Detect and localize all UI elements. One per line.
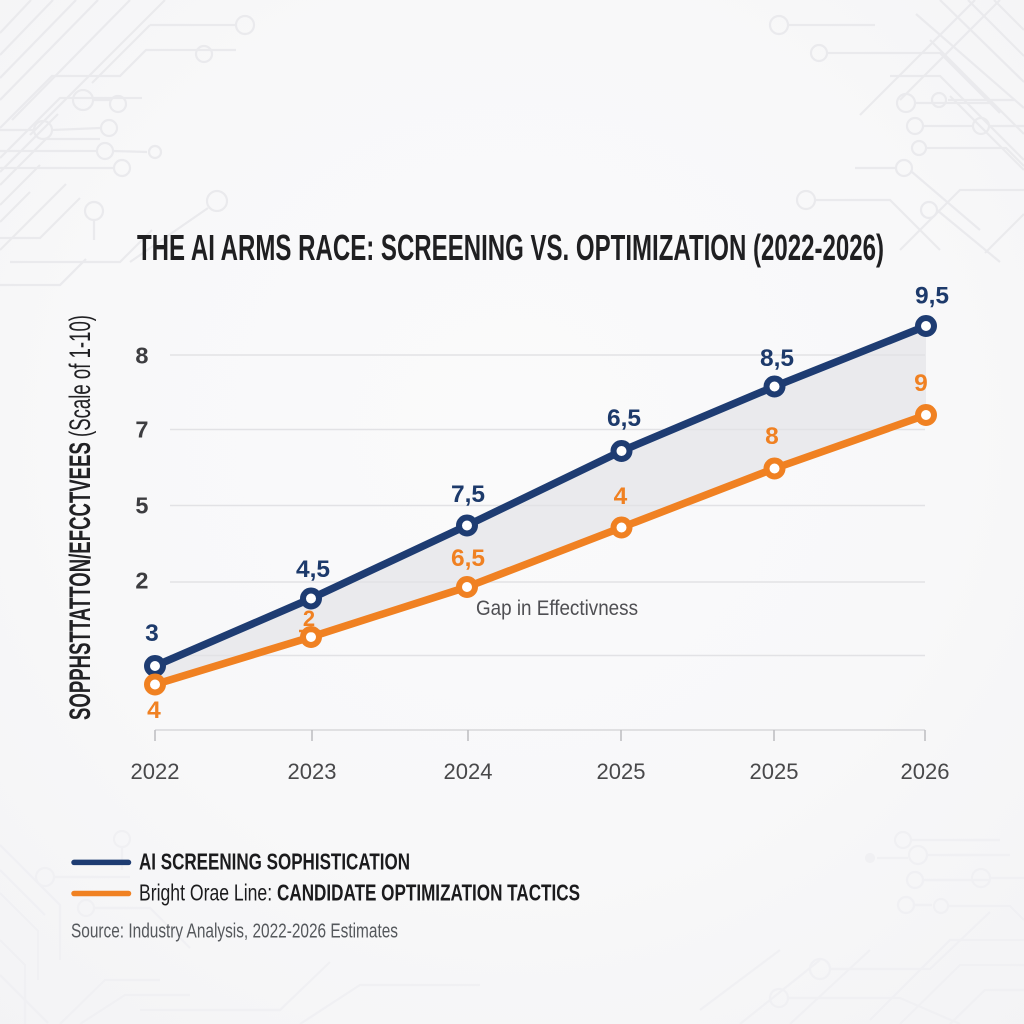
svg-text:2024: 2024 (444, 759, 493, 784)
svg-text:8: 8 (765, 423, 779, 450)
svg-text:9,5: 9,5 (915, 283, 949, 310)
svg-text:2023: 2023 (288, 759, 337, 784)
svg-text:AI SCREENING SOPHISTICATION: AI SCREENING SOPHISTICATION (139, 849, 410, 875)
svg-text:8,5: 8,5 (760, 345, 794, 372)
svg-text:5: 5 (135, 493, 148, 519)
svg-text:Bright Orae Line: CANDIDATE OP: Bright Orae Line: CANDIDATE OPTIMIZATION… (139, 880, 580, 906)
svg-text:6,5: 6,5 (451, 545, 485, 572)
svg-text:2: 2 (303, 606, 315, 631)
svg-text:2022: 2022 (131, 759, 180, 784)
svg-text:SOPPHSTTATTON/EFCCTVEES (Scale: SOPPHSTTATTON/EFCCTVEES (Scale of 1-10) (64, 315, 97, 720)
svg-text:3: 3 (145, 620, 159, 647)
svg-text:9: 9 (914, 370, 928, 397)
svg-text:2025: 2025 (597, 759, 646, 784)
svg-text:Source: Industry Analysis, 202: Source: Industry Analysis, 2022-2026 Est… (71, 921, 398, 943)
svg-text:7: 7 (135, 417, 148, 443)
svg-text:2026: 2026 (901, 759, 950, 784)
svg-text:Gap in Effectivness: Gap in Effectivness (476, 597, 638, 620)
svg-text:2: 2 (135, 568, 148, 594)
svg-text:4,5: 4,5 (296, 556, 330, 583)
svg-text:THE AI ARMS RACE: SCREENING VS: THE AI ARMS RACE: SCREENING VS. OPTIMIZA… (137, 227, 884, 268)
svg-text:4: 4 (614, 483, 628, 510)
svg-text:2025: 2025 (750, 759, 799, 784)
svg-text:4: 4 (147, 697, 161, 724)
svg-text:8: 8 (135, 343, 148, 369)
svg-text:6,5: 6,5 (607, 405, 641, 432)
svg-text:7,5: 7,5 (451, 481, 485, 508)
